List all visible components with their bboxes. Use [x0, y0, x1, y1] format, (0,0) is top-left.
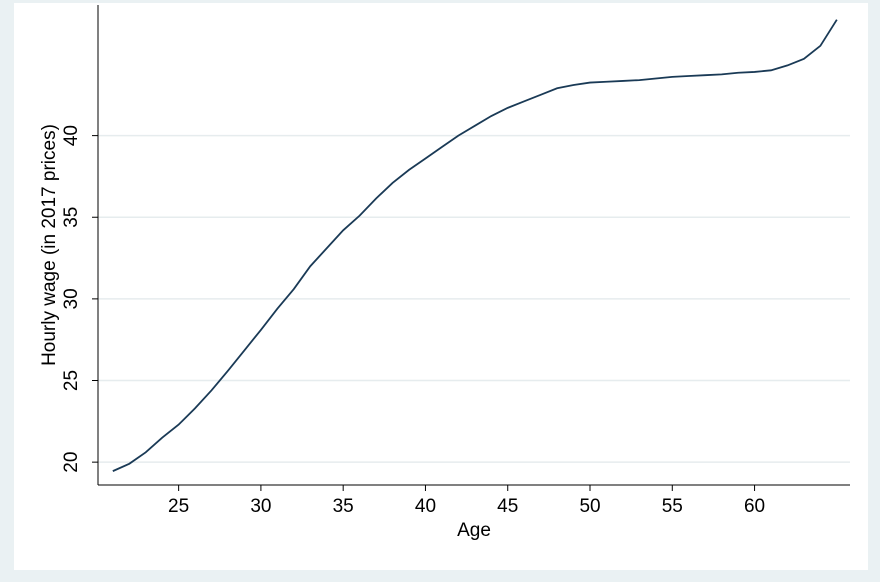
- y-tick-label: 30: [61, 288, 82, 309]
- x-tick-label: 25: [168, 496, 189, 517]
- y-tick-label: 40: [61, 125, 82, 146]
- y-tick-label: 20: [61, 452, 82, 473]
- x-tick-label: 50: [579, 496, 600, 517]
- x-tick-label: 55: [662, 496, 683, 517]
- x-axis-title: Age: [457, 520, 491, 541]
- y-axis-title: Hourly wage (in 2017 prices): [39, 124, 60, 366]
- x-tick-label: 60: [744, 496, 765, 517]
- y-tick-label: 25: [61, 370, 82, 391]
- y-tick-label: 35: [61, 207, 82, 228]
- line-series: [112, 19, 838, 472]
- graph-region: [14, 3, 868, 570]
- x-tick-label: 35: [333, 496, 354, 517]
- x-tick-label: 40: [415, 496, 436, 517]
- x-tick-label: 30: [250, 496, 271, 517]
- x-tick-label: 45: [497, 496, 518, 517]
